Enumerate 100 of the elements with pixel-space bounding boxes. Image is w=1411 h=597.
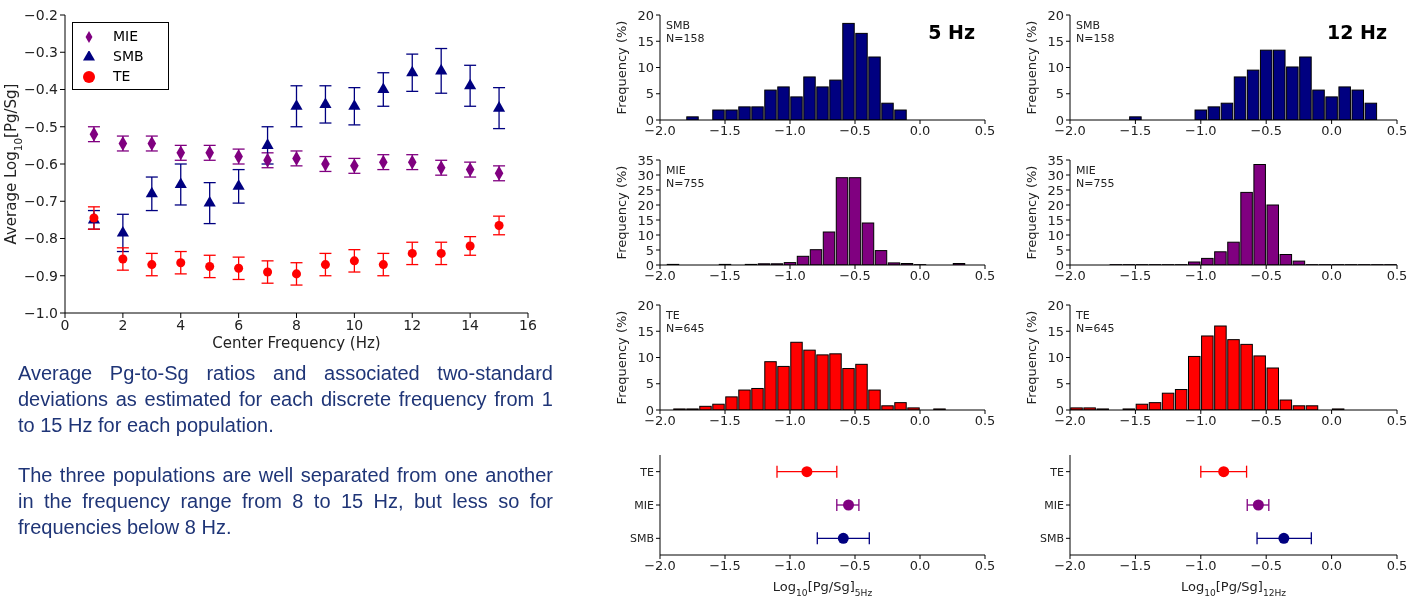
y-tick-label: 20 [637, 197, 654, 213]
y-tick-label: 25 [637, 182, 654, 198]
x-tick-label: 4 [176, 316, 186, 333]
annotation: MIE [666, 164, 686, 177]
x-tick-label: 0.0 [909, 123, 931, 139]
x-tick-label: −0.5 [839, 413, 871, 429]
chart-title: 12 Hz [1326, 21, 1387, 43]
annotation: N=755 [1076, 177, 1115, 190]
x-tick-label: 0.0 [1321, 558, 1342, 574]
annotation: TE [665, 309, 680, 322]
y-tick-label: 20 [637, 7, 654, 23]
legend-label: MIE [113, 28, 139, 44]
y-tick-label: 10 [1047, 60, 1064, 76]
y-tick-label: 15 [1047, 33, 1064, 49]
y-tick-label: 35 [637, 152, 654, 168]
x-tick-label: 16 [519, 316, 537, 333]
x-tick-label: −1.0 [1185, 268, 1217, 284]
y-tick-label: MIE [634, 498, 655, 512]
y-tick-label: 5 [1055, 86, 1064, 102]
x-tick-label: 0.0 [1321, 123, 1342, 139]
x-tick-label: 12 [403, 316, 422, 333]
x-tick-label: 0.5 [1386, 268, 1408, 284]
y-tick-label: 10 [637, 60, 654, 76]
y-axis-title: Frequency (%) [614, 310, 629, 405]
y-tick-label: 5 [645, 376, 654, 392]
x-tick-label: 0.0 [1321, 413, 1342, 429]
x-tick-label: 0.5 [974, 413, 996, 429]
x-tick-label: −1.5 [709, 558, 741, 574]
x-tick-label: −0.5 [1250, 413, 1282, 429]
x-tick-label: −0.5 [1250, 123, 1282, 139]
y-tick-label: −1.0 [24, 304, 58, 321]
x-tick-label: −1.0 [1185, 413, 1217, 429]
annotation: SMB [1076, 19, 1101, 32]
legend-label: SMB [113, 48, 144, 64]
chart-title: 5 Hz [928, 21, 975, 43]
y-tick-label: 20 [637, 297, 654, 313]
annotation: TE [1075, 309, 1090, 322]
x-tick-label: 0.5 [974, 123, 996, 139]
x-tick-label: −1.0 [774, 123, 806, 139]
y-tick-label: −0.9 [24, 267, 58, 284]
annotation: N=645 [1076, 322, 1115, 335]
x-tick-label: 14 [461, 316, 480, 333]
x-tick-label: 0.0 [1321, 268, 1342, 284]
y-axis-title: Frequency (%) [1024, 165, 1039, 260]
y-tick-label: 15 [1047, 212, 1064, 228]
x-tick-label: −1.0 [1185, 558, 1217, 574]
x-tick-label: −1.5 [709, 268, 741, 284]
y-tick-label: 15 [637, 212, 654, 228]
x-tick-label: −1.5 [1119, 558, 1152, 574]
y-tick-label: SMB [1039, 532, 1064, 546]
annotation: SMB [666, 19, 691, 32]
x-tick-label: 0.5 [1386, 413, 1408, 429]
y-tick-label: 30 [1047, 167, 1064, 183]
y-axis-title: Frequency (%) [1024, 20, 1039, 115]
y-tick-label: 10 [1047, 227, 1064, 243]
x-axis-title: Log$_{10}$[Pg/Sg]$_{5Hz}$ [772, 579, 873, 597]
x-tick-label: −1.0 [774, 268, 806, 284]
text: Average Pg-to-Sg ratios and associated two-standard deviations as estimated for each discrete frequency from 1 to 15 Hz for each population. [18, 361, 553, 438]
y-tick-label: 10 [637, 350, 654, 366]
y-tick-label: −0.6 [24, 155, 59, 172]
x-tick-label: −1.5 [1119, 268, 1152, 284]
x-tick-label: 0.5 [1386, 558, 1408, 574]
y-tick-label: 5 [645, 86, 654, 102]
y-tick-label: 10 [1047, 350, 1064, 366]
x-axis-title: Log$_{10}$[Pg/Sg]$_{12Hz}$ [1180, 579, 1287, 597]
y-tick-label: 5 [645, 242, 654, 258]
y-tick-label: 30 [637, 167, 654, 183]
x-tick-label: 0.0 [909, 268, 931, 284]
x-tick-label: −0.5 [839, 123, 871, 139]
y-tick-label: 25 [1047, 182, 1064, 198]
x-tick-label: 0.5 [974, 268, 996, 284]
x-tick-label: −0.5 [1250, 558, 1282, 574]
y-tick-label: SMB [629, 532, 654, 546]
annotation: N=755 [666, 177, 705, 190]
x-tick-label: 0.0 [909, 558, 931, 574]
annotation: N=158 [1076, 32, 1115, 45]
y-tick-label: 35 [1047, 152, 1064, 168]
x-tick-label: 6 [234, 316, 244, 333]
x-tick-label: −1.0 [774, 558, 806, 574]
y-tick-label: 15 [637, 323, 654, 339]
x-tick-label: −0.5 [1250, 268, 1282, 284]
y-tick-label: 15 [637, 33, 654, 49]
y-tick-label: 5 [1055, 242, 1064, 258]
x-tick-label: −0.5 [839, 268, 871, 284]
y-tick-label: 20 [1047, 7, 1064, 23]
x-tick-label: −1.5 [1119, 413, 1152, 429]
legend-label: TE [113, 68, 131, 84]
annotation: MIE [1076, 164, 1096, 177]
x-tick-label: −0.5 [839, 558, 871, 574]
x-tick-label: 0.5 [974, 558, 996, 574]
x-tick-label: −1.0 [1185, 123, 1217, 139]
annotation: N=158 [666, 32, 705, 45]
x-tick-label: 10 [345, 316, 364, 333]
y-tick-label: −0.8 [24, 230, 58, 247]
x-tick-label: −1.0 [774, 413, 806, 429]
x-tick-label: −1.5 [1119, 123, 1152, 139]
x-tick-label: 0.0 [909, 413, 931, 429]
x-tick-label: −1.5 [709, 413, 741, 429]
x-tick-label: 0 [60, 316, 70, 333]
x-tick-label: 8 [292, 316, 301, 333]
